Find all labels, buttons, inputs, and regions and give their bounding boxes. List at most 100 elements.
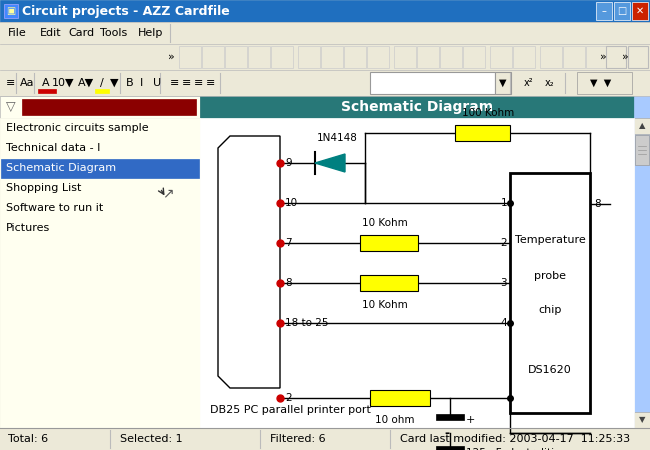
- Text: Card last modified: 2003-04-17  11:25:33: Card last modified: 2003-04-17 11:25:33: [400, 434, 630, 444]
- Bar: [634, 118, 650, 134]
- Bar: [367, 46, 389, 68]
- Text: 1N4148: 1N4148: [317, 133, 358, 143]
- Text: ▲: ▲: [639, 122, 645, 130]
- Text: Tools: Tools: [100, 28, 127, 38]
- Bar: [0, 44, 650, 70]
- Text: Electronic circuits sample: Electronic circuits sample: [6, 123, 149, 133]
- Bar: [321, 46, 343, 68]
- Bar: [370, 390, 430, 406]
- Text: DS1620: DS1620: [528, 365, 572, 375]
- Text: »: »: [168, 52, 175, 62]
- Bar: [38, 89, 56, 93]
- Bar: [0, 96, 200, 118]
- Text: ▼  ▼: ▼ ▼: [590, 78, 611, 88]
- Bar: [540, 46, 562, 68]
- Text: Technical data - I: Technical data - I: [6, 143, 100, 153]
- Bar: [436, 414, 464, 420]
- Text: x₂: x₂: [545, 78, 554, 88]
- Bar: [606, 46, 626, 68]
- Text: 2: 2: [500, 238, 507, 248]
- Text: A▼: A▼: [78, 78, 94, 88]
- Text: -: -: [444, 427, 449, 440]
- Text: Shopping List: Shopping List: [6, 183, 81, 193]
- Text: 8: 8: [594, 199, 601, 209]
- Bar: [440, 46, 462, 68]
- Text: 10 Kohm: 10 Kohm: [362, 300, 408, 310]
- Text: x²: x²: [524, 78, 534, 88]
- Text: ▼: ▼: [499, 78, 507, 88]
- Bar: [635, 135, 649, 165]
- Bar: [1, 159, 199, 178]
- Text: Total: 6: Total: 6: [8, 434, 48, 444]
- Bar: [634, 412, 650, 428]
- Text: ≡: ≡: [206, 78, 215, 88]
- Text: 10 Kohm: 10 Kohm: [362, 218, 408, 228]
- Bar: [200, 96, 634, 118]
- Bar: [271, 46, 293, 68]
- Text: 10▼: 10▼: [52, 78, 75, 88]
- Text: ▽: ▽: [6, 100, 16, 113]
- Bar: [490, 46, 512, 68]
- Bar: [577, 72, 632, 94]
- Text: ✕: ✕: [636, 6, 644, 16]
- Bar: [0, 0, 650, 22]
- Bar: [394, 46, 416, 68]
- Text: 4: 4: [500, 318, 507, 328]
- Bar: [179, 46, 201, 68]
- Bar: [455, 125, 510, 141]
- Bar: [463, 46, 485, 68]
- Text: Temperature: Temperature: [515, 235, 586, 245]
- Text: Help: Help: [138, 28, 163, 38]
- Text: 8: 8: [285, 278, 292, 288]
- Bar: [202, 46, 224, 68]
- Text: I: I: [140, 78, 143, 88]
- Text: chip: chip: [538, 305, 562, 315]
- Bar: [248, 46, 270, 68]
- Text: Circuit projects - AZZ Cardfile: Circuit projects - AZZ Cardfile: [22, 4, 229, 18]
- Bar: [495, 72, 511, 94]
- Text: Software to run it: Software to run it: [6, 203, 103, 213]
- Bar: [417, 46, 439, 68]
- Text: 100 Kohm: 100 Kohm: [463, 108, 515, 118]
- Bar: [344, 46, 366, 68]
- Bar: [200, 118, 634, 428]
- Text: 10 ohm: 10 ohm: [375, 415, 415, 425]
- Bar: [563, 46, 585, 68]
- Bar: [298, 46, 320, 68]
- Text: 10: 10: [285, 198, 298, 208]
- Text: File: File: [8, 28, 27, 38]
- Text: U: U: [153, 78, 161, 88]
- Text: 18 to 25: 18 to 25: [285, 318, 328, 328]
- Text: probe: probe: [534, 271, 566, 281]
- Text: /: /: [100, 78, 104, 88]
- Text: 125 uF electrolitic: 125 uF electrolitic: [466, 448, 560, 450]
- Bar: [0, 118, 200, 428]
- Text: 3: 3: [500, 278, 507, 288]
- Text: 7: 7: [285, 238, 292, 248]
- Bar: [0, 22, 650, 44]
- Text: ▣: ▣: [6, 6, 16, 16]
- Bar: [360, 275, 418, 291]
- Text: 9: 9: [285, 158, 292, 168]
- Bar: [634, 118, 650, 428]
- Bar: [0, 428, 650, 450]
- Text: ▼: ▼: [639, 415, 645, 424]
- Bar: [4, 4, 18, 18]
- Text: Aa: Aa: [20, 78, 34, 88]
- Text: Selected: 1: Selected: 1: [120, 434, 183, 444]
- Bar: [510, 173, 590, 413]
- Bar: [586, 46, 608, 68]
- Text: Pictures: Pictures: [6, 223, 50, 233]
- Text: B: B: [126, 78, 134, 88]
- Text: –: –: [601, 6, 606, 16]
- Bar: [370, 72, 495, 94]
- Text: ≡: ≡: [182, 78, 191, 88]
- Text: 1: 1: [500, 198, 507, 208]
- Bar: [513, 46, 535, 68]
- Text: Schematic Diagram: Schematic Diagram: [341, 100, 493, 114]
- Text: ≡: ≡: [6, 78, 16, 88]
- Bar: [634, 96, 650, 118]
- Text: Card: Card: [68, 28, 94, 38]
- Text: ≡: ≡: [170, 78, 179, 88]
- Bar: [596, 2, 612, 20]
